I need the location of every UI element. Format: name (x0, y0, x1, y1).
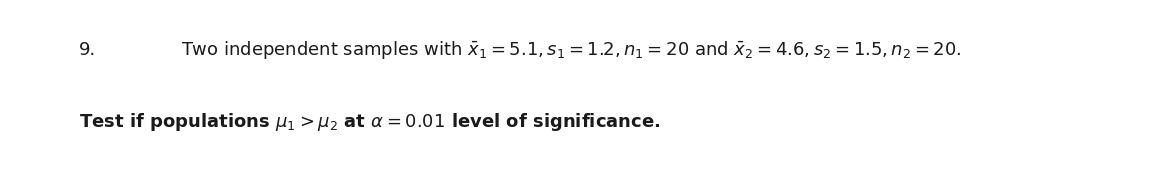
Text: 9.: 9. (79, 41, 97, 59)
Text: Test if populations $\mu_1 > \mu_2$ at $\alpha = 0.01$ level of significance.: Test if populations $\mu_1 > \mu_2$ at $… (79, 111, 661, 133)
Text: Two independent samples with $\bar{x}_1 = 5.1, s_1 = 1.2, n_1 = 20$ and $\bar{x}: Two independent samples with $\bar{x}_1 … (181, 39, 961, 61)
